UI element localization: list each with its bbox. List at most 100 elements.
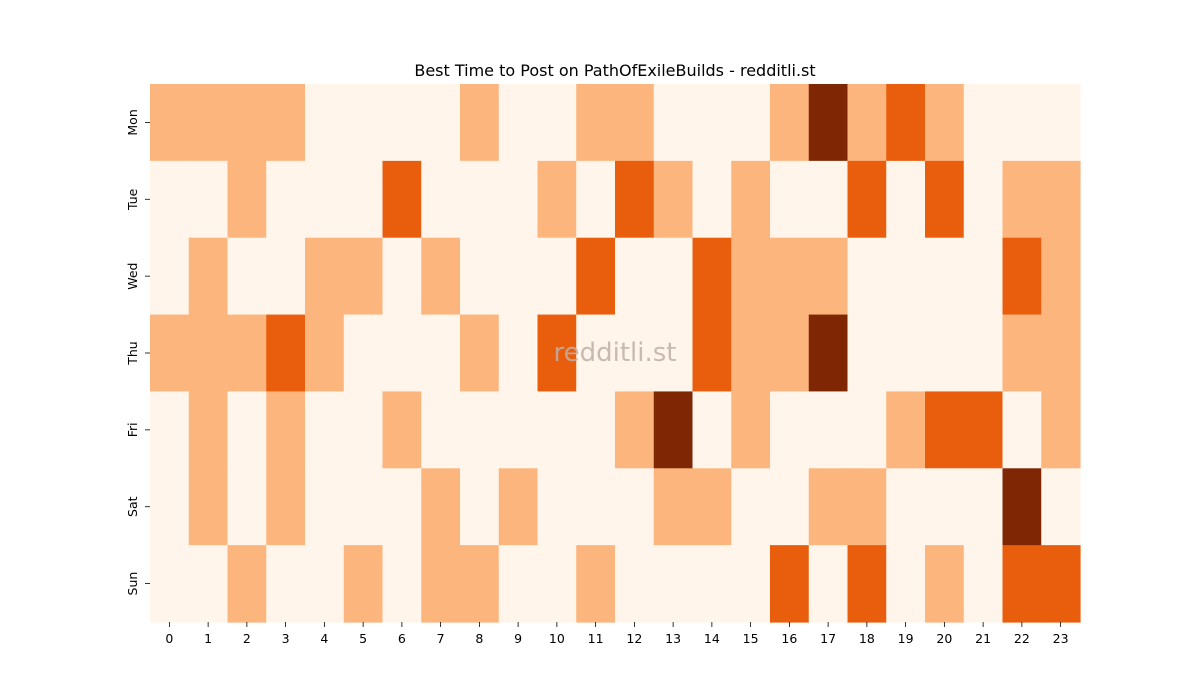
- heatmap-cell-fri-13: [653, 391, 694, 469]
- y-axis: Mon Tue Wed Thu Fri Sat Sun: [125, 109, 150, 595]
- y-tick-label: Sat: [125, 496, 140, 517]
- heatmap-cell-tue-7: [421, 160, 461, 239]
- heatmap-cell-mon-14: [692, 84, 732, 162]
- heatmap-cell-wed-13: [653, 237, 694, 316]
- heatmap-cell-mon-7: [421, 84, 461, 162]
- heatmap-cell-sat-11: [576, 468, 616, 546]
- watermark: redditli.st: [554, 338, 677, 368]
- heatmap-cell-tue-9: [498, 160, 539, 239]
- x-tick-label: 0: [165, 631, 173, 646]
- x-tick-label: 7: [437, 631, 445, 646]
- x-tick-label: 16: [781, 631, 797, 646]
- heatmap-cell-sat-3: [266, 468, 306, 546]
- heatmap-cell-sat-17: [808, 468, 849, 546]
- y-tick-label: Fri: [125, 422, 140, 437]
- heatmap-cell-mon-16: [770, 84, 810, 162]
- heatmap-cell-sun-9: [498, 545, 539, 623]
- heatmap-cell-tue-0: [150, 160, 190, 239]
- heatmap-cell-wed-8: [460, 237, 500, 316]
- heatmap-cell-mon-21: [963, 84, 1004, 162]
- heatmap-cell-sun-1: [188, 545, 229, 623]
- heatmap-cell-sun-8: [460, 545, 500, 623]
- heatmap-cell-sun-7: [421, 545, 461, 623]
- heatmap-cell-thu-0: [150, 314, 190, 393]
- heatmap-cell-sat-0: [150, 468, 190, 546]
- heatmap-cell-tue-14: [692, 160, 732, 239]
- heatmap-cell-fri-1: [188, 391, 229, 469]
- heatmap-cell-thu-7: [421, 314, 461, 393]
- heatmap-cell-wed-18: [847, 237, 887, 316]
- heatmap-cell-thu-22: [1002, 314, 1042, 393]
- heatmap-cell-thu-18: [847, 314, 887, 393]
- heatmap-cell-thu-9: [498, 314, 539, 393]
- heatmap-cell-sat-2: [227, 468, 267, 546]
- heatmap-cell-mon-20: [925, 84, 965, 162]
- y-tick-label: Thu: [125, 341, 140, 365]
- heatmap-cell-wed-2: [227, 237, 267, 316]
- heatmap-cell-wed-11: [576, 237, 616, 316]
- heatmap-cell-wed-20: [925, 237, 965, 316]
- heatmap-cell-fri-0: [150, 391, 190, 469]
- heatmap-cell-mon-18: [847, 84, 887, 162]
- heatmap-cell-sat-21: [963, 468, 1004, 546]
- heatmap-cell-tue-15: [731, 160, 771, 239]
- heatmap-cell-mon-19: [886, 84, 926, 162]
- heatmap-cell-sun-21: [963, 545, 1004, 623]
- x-tick-label: 18: [859, 631, 875, 646]
- heatmap-cell-tue-12: [615, 160, 655, 239]
- heatmap-cell-wed-0: [150, 237, 190, 316]
- x-tick-label: 11: [588, 631, 604, 646]
- heatmap-cell-thu-21: [963, 314, 1004, 393]
- heatmap-cell-sat-4: [305, 468, 345, 546]
- heatmap-cell-thu-10: [537, 314, 577, 393]
- heatmap-cell-sun-10: [537, 545, 577, 623]
- heatmap-cell-fri-12: [615, 391, 655, 469]
- heatmap-cell-thu-8: [460, 314, 500, 393]
- y-tick-label: Sun: [125, 572, 140, 596]
- heatmap-cell-sat-23: [1041, 468, 1081, 546]
- heatmap-cell-thu-13: [653, 314, 694, 393]
- heatmap-cell-wed-12: [615, 237, 655, 316]
- heatmap-cell-mon-10: [537, 84, 577, 162]
- heatmap-cell-sat-9: [498, 468, 539, 546]
- x-tick-label: 17: [820, 631, 836, 646]
- heatmap-cell-wed-6: [382, 237, 422, 316]
- heatmap-cell-wed-4: [305, 237, 345, 316]
- x-tick-label: 15: [743, 631, 759, 646]
- x-tick-label: 2: [243, 631, 251, 646]
- heatmap-cell-fri-20: [925, 391, 965, 469]
- heatmap-cell-thu-14: [692, 314, 732, 393]
- x-tick-label: 20: [936, 631, 952, 646]
- heatmap-cell-sun-5: [343, 545, 384, 623]
- heatmap-cell-mon-13: [653, 84, 694, 162]
- heatmap-cell-sun-3: [266, 545, 306, 623]
- heatmap-cell-tue-10: [537, 160, 577, 239]
- heatmap-cell-sat-6: [382, 468, 422, 546]
- heatmap-cell-sun-4: [305, 545, 345, 623]
- heatmap-cell-sat-20: [925, 468, 965, 546]
- heatmap-cell-sun-20: [925, 545, 965, 623]
- heatmap-cell-fri-15: [731, 391, 771, 469]
- heatmap-cell-sun-19: [886, 545, 926, 623]
- heatmap-cell-wed-9: [498, 237, 539, 316]
- heatmap-cell-wed-22: [1002, 237, 1042, 316]
- heatmap-cell-sat-7: [421, 468, 461, 546]
- heatmap-cell-thu-20: [925, 314, 965, 393]
- heatmap-cell-sat-8: [460, 468, 500, 546]
- heatmap-cell-sun-11: [576, 545, 616, 623]
- heatmap-cell-thu-12: [615, 314, 655, 393]
- x-tick-label: 5: [359, 631, 367, 646]
- heatmap-cell-thu-4: [305, 314, 345, 393]
- heatmap-cell-thu-3: [266, 314, 306, 393]
- heatmap-cell-fri-11: [576, 391, 616, 469]
- heatmap-cell-sun-22: [1002, 545, 1042, 623]
- heatmap-cell-fri-14: [692, 391, 732, 469]
- heatmap-cell-mon-2: [227, 84, 267, 162]
- x-tick-label: 10: [549, 631, 565, 646]
- heatmap-cell-thu-15: [731, 314, 771, 393]
- heatmap-cell-fri-18: [847, 391, 887, 469]
- heatmap-cell-tue-20: [925, 160, 965, 239]
- x-axis: 0 1 2 3 4 5 6 7 8 9 10 11 12 13 14 15 16 17 18 19 20 21 22 23: [165, 622, 1069, 646]
- heatmap-cell-fri-5: [343, 391, 384, 469]
